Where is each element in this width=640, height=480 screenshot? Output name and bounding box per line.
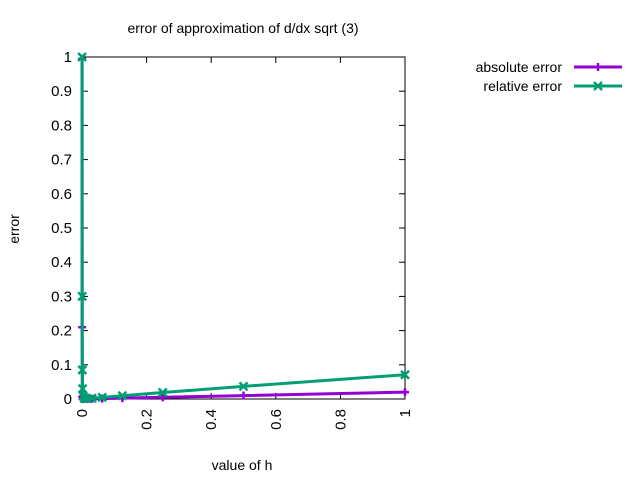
legend-label-absolute-error: absolute error: [476, 59, 563, 75]
y-tick-label: 0.2: [51, 323, 72, 340]
point-relative-error: [77, 291, 88, 302]
point-relative-error: [97, 392, 108, 403]
chart-title: error of approximation of d/dx sqrt (3): [127, 20, 358, 36]
point-relative-error: [77, 52, 87, 62]
y-tick-label: 0: [64, 391, 72, 408]
legend-marker-relative-error: [593, 81, 603, 91]
x-tick-label: 0.8: [332, 409, 349, 430]
series-line-absolute-error: [80, 58, 406, 401]
x-tick-label: 1: [397, 409, 414, 417]
y-axis: 0 0.1 0.2 0.3 0.4 0.5 0.6 0.7 0.8 0.9 1: [51, 49, 405, 408]
y-tick-label: 0.3: [51, 288, 72, 305]
point-relative-error: [117, 390, 128, 401]
x-tick-label: 0.4: [203, 409, 220, 430]
x-tick-label: 0.6: [268, 409, 285, 430]
x-tick-label: 0: [74, 409, 91, 417]
point-absolute-error: [401, 388, 409, 397]
point-relative-error: [400, 369, 410, 380]
legend: absolute error relative error: [476, 59, 622, 94]
series-line-relative-error: [80, 56, 406, 401]
point-relative-error: [78, 391, 89, 402]
point-relative-error: [77, 365, 88, 375]
y-tick-label: 0.4: [51, 254, 72, 271]
y-tick-label: 0.1: [51, 357, 72, 374]
series-layer: [77, 52, 410, 404]
y-tick-label: 1: [64, 49, 72, 66]
point-relative-error: [77, 383, 88, 394]
legend-point-absolute-error: [594, 63, 602, 71]
point-relative-error: [238, 381, 249, 392]
point-absolute-error: [239, 391, 248, 400]
y-axis-label: error: [6, 214, 22, 244]
y-tick-label: 0.6: [51, 186, 72, 203]
x-axis: 0 0.2 0.4 0.6 0.8 1: [74, 57, 414, 430]
x-axis-label: value of h: [212, 457, 273, 473]
y-tick-label: 0.8: [51, 117, 72, 134]
x-tick-label: 0.2: [139, 409, 156, 430]
legend-marker-absolute-error: [594, 63, 602, 71]
legend-point-relative-error: [593, 81, 603, 91]
point-relative-error: [157, 387, 168, 398]
y-tick-label: 0.5: [51, 220, 72, 237]
y-tick-label: 0.9: [51, 83, 72, 100]
y-tick-label: 0.7: [51, 152, 72, 169]
point-absolute-error: [158, 393, 167, 402]
legend-label-relative-error: relative error: [483, 78, 562, 94]
plot-frame: [81, 56, 406, 400]
